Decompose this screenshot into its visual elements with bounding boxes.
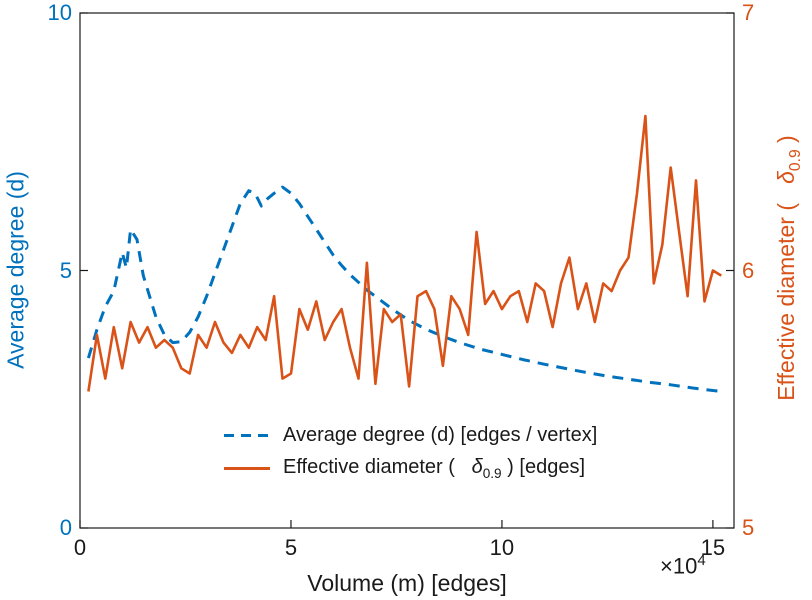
plot-box	[79, 12, 735, 529]
multiplier-base: ×10	[660, 553, 698, 579]
series-line-1	[87, 114, 722, 392]
legend-item-average-degree: Average degree (d) [edges / vertex]	[224, 424, 597, 447]
legend-item-effective-diameter: Effective diameter ( δ0.9 ) [edges]	[224, 456, 597, 481]
legend-line-effective-diameter	[224, 466, 270, 471]
legend-delta-symbol: δ	[471, 456, 483, 478]
delta-subscript: 0.9	[786, 149, 804, 172]
right-axis-label-text: Effective diameter (	[773, 183, 800, 401]
legend-label-average-degree: Average degree (d) [edges / vertex]	[283, 424, 598, 446]
multiplier-exponent: 4	[697, 552, 706, 569]
series-line-0	[86, 185, 722, 393]
legend-label-effective-diameter: Effective diameter ( δ0.9 ) [edges]	[283, 456, 586, 481]
legend-line-average-degree	[224, 433, 270, 438]
delta-symbol: δ	[773, 171, 800, 184]
legend-delta-subscript: 0.9	[482, 466, 502, 481]
x-axis-label: Volume (m) [edges]	[307, 570, 507, 596]
right-axis-label: Effective diameter ( δ0.9 )	[773, 135, 805, 400]
left-axis-label: Average degree (d)	[2, 171, 29, 369]
x-axis-multiplier: ×104	[660, 552, 706, 579]
right-axis-label-suffix: )	[773, 135, 800, 150]
legend: Average degree (d) [edges / vertex] Effe…	[224, 424, 597, 481]
